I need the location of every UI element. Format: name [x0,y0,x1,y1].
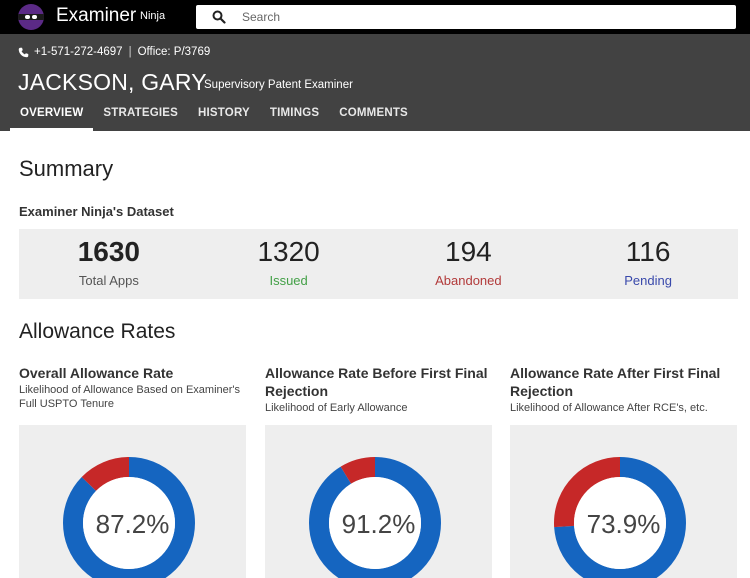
donut-percent-label: 87.2% [95,509,170,539]
allowance-card-header: Allowance Rate After First Final Rejecti… [510,364,740,415]
donut-hole [329,477,421,569]
stat-abandoned: 194 Abandoned [379,229,559,299]
donut-hole [83,477,175,569]
donut-svg [554,457,686,578]
top-bar: Examiner Ninja [0,0,750,34]
stat-value: 116 [625,236,671,267]
stat-total-apps: 1630 Total Apps [19,229,199,299]
examiner-header: +1-571-272-4697 | Office: P/3769 JACKSON… [0,34,750,131]
stat-value: 1630 [77,236,141,267]
stat-label: Abandoned [435,273,502,288]
allowance-heading: Allowance Rates [19,320,176,343]
phone-number[interactable]: +1-571-272-4697 [34,46,123,58]
card-title: Overall Allowance Rate [19,365,174,381]
card-subtitle: Likelihood of Allowance Based on Examine… [19,384,241,410]
stat-value: 1320 [257,236,320,267]
tab-bar: OVERVIEW STRATEGIES HISTORY TIMINGS COMM… [10,101,418,131]
summary-heading: Summary [19,156,114,181]
card-title: Allowance Rate After First Final Rejecti… [510,365,721,399]
search-box[interactable] [196,5,736,29]
search-icon[interactable] [212,10,226,24]
search-input[interactable] [242,9,722,25]
phone-icon [18,47,29,57]
donut-chart: 91.2% [265,425,492,578]
donut-not-allowed-segment [63,457,195,578]
logo-subtext[interactable]: Ninja [140,10,166,22]
ninja-logo-icon[interactable] [18,4,44,30]
allowance-card-header: Overall Allowance Rate Likelihood of All… [19,364,249,411]
contact-separator: | [128,46,132,58]
donut-percent-label: 91.2% [341,509,416,539]
logo-text[interactable]: Examiner [56,5,137,26]
stat-value: 194 [445,236,492,267]
donut-chart: 87.2% [19,425,246,578]
allowance-card-header: Allowance Rate Before First Final Reject… [265,364,495,415]
card-subtitle: Likelihood of Early Allowance [265,402,408,414]
stat-issued: 1320 Issued [199,229,379,299]
tab-overview[interactable]: OVERVIEW [10,101,94,131]
stat-pending: 116 Pending [558,229,738,299]
donut-not-allowed-segment [309,457,441,578]
card-title: Allowance Rate Before First Final Reject… [265,365,488,399]
donut-chart: 73.9% [510,425,737,578]
contact-line: +1-571-272-4697 | Office: P/3769 [18,45,210,59]
examiner-name: JACKSON, GARY [18,69,207,95]
examiner-title: Supervisory Patent Examiner [204,79,353,91]
donut-hole [574,477,666,569]
dataset-label: Examiner Ninja's Dataset [19,204,174,219]
donut-svg [309,457,441,578]
tab-strategies[interactable]: STRATEGIES [103,107,179,119]
stat-label: Total Apps [78,273,139,288]
tab-history[interactable]: HISTORY [198,107,250,119]
office-code: Office: P/3769 [137,46,211,58]
card-subtitle: Likelihood of Allowance After RCE's, etc… [510,402,708,414]
donut-percent-label: 73.9% [586,509,661,539]
stat-label: Issued [269,273,308,288]
tab-timings[interactable]: TIMINGS [269,107,320,119]
stat-label: Pending [624,273,672,288]
stats-panel: 1630 Total Apps 1320 Issued 194 Abandone… [19,229,738,299]
donut-not-allowed-segment [554,457,686,578]
tab-comments[interactable]: COMMENTS [339,107,408,119]
donut-svg [63,457,195,578]
